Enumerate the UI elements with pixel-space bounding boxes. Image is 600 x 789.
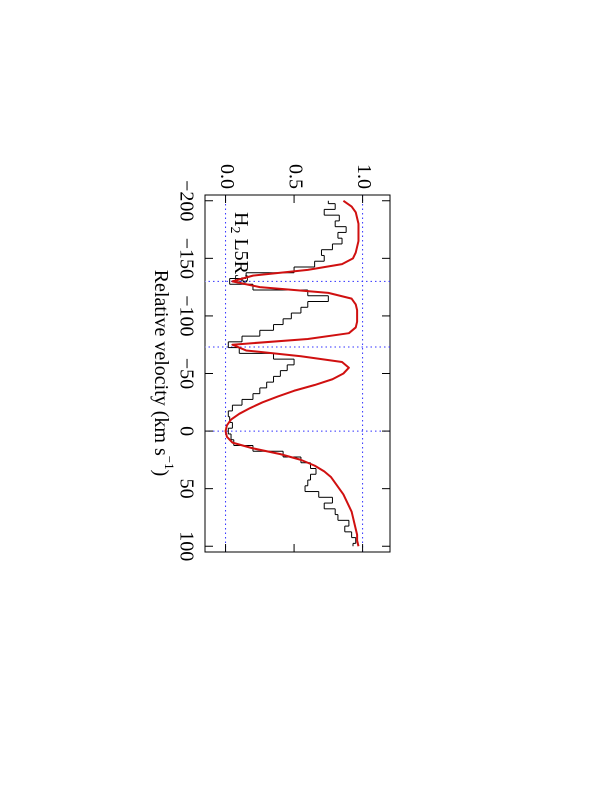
- x-tick-label: −100: [175, 295, 197, 336]
- x-tick-label: 50: [175, 479, 197, 499]
- x-tick-label: −200: [175, 180, 197, 221]
- x-tick-label: 0: [175, 426, 197, 436]
- x-label-text: Relative velocity (km s: [150, 270, 172, 456]
- x-tick-label: −50: [175, 358, 197, 389]
- y-tick-label: 1.0: [353, 164, 375, 189]
- x-label-close: ): [150, 470, 172, 477]
- x-tick-label: 100: [175, 531, 197, 561]
- y-tick-label: 0.0: [216, 164, 238, 189]
- y-tick-label: 0.5: [284, 164, 306, 189]
- subscript: 2: [227, 226, 242, 233]
- species: H: [230, 212, 252, 226]
- x-tick-label: −150: [175, 238, 197, 279]
- model-line: [224, 199, 360, 547]
- x-label-superscript: −1: [162, 456, 177, 470]
- rotated-plot: H2L5R3 Relative velocity (km s−1) −200−1…: [150, 164, 391, 561]
- x-axis-label: Relative velocity (km s−1): [150, 270, 177, 477]
